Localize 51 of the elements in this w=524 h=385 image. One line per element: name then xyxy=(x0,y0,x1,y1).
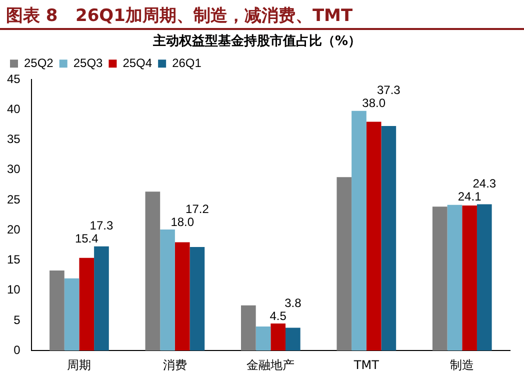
x-tick-label: 周期 xyxy=(67,358,92,372)
legend-label: 25Q4 xyxy=(122,56,152,70)
x-tick-label: 金融地产 xyxy=(246,358,295,372)
data-label: 17.2 xyxy=(186,202,210,216)
legend-label: 25Q2 xyxy=(24,56,54,70)
data-label: 4.5 xyxy=(270,308,287,323)
bar xyxy=(352,110,366,351)
data-label: 18.0 xyxy=(170,214,194,229)
bar xyxy=(462,205,477,351)
bar xyxy=(145,192,160,351)
bar xyxy=(174,242,190,351)
data-label: 15.4 xyxy=(74,232,99,246)
y-tick-label: 35 xyxy=(6,132,21,146)
y-tick-label: 10 xyxy=(6,282,21,297)
legend-label: 25Q3 xyxy=(73,56,104,70)
bar xyxy=(476,204,492,351)
chart-subtitle: 主动权益型基金持股市值占比（%） xyxy=(152,33,362,50)
bar xyxy=(50,270,64,351)
y-tick-label: 40 xyxy=(6,102,21,116)
x-tick-label: TMT xyxy=(352,358,380,372)
data-label: 24.3 xyxy=(472,176,496,191)
y-tick-label: 0 xyxy=(14,342,21,357)
data-label: 3.8 xyxy=(284,296,302,310)
bar xyxy=(64,278,80,351)
bar xyxy=(366,122,382,351)
x-tick-label: 消费 xyxy=(162,358,187,372)
bar xyxy=(286,328,300,351)
data-label: 24.1 xyxy=(458,190,482,204)
bar xyxy=(432,206,448,351)
data-label: 37.3 xyxy=(376,83,401,98)
y-tick-label: 15 xyxy=(6,252,21,267)
bar xyxy=(79,258,94,351)
bar xyxy=(447,204,462,351)
y-tick-label: 25 xyxy=(6,192,21,206)
chart-title: 图表 8 26Q1加周期、制造，减消费、TMT xyxy=(0,0,524,30)
legend-label: 26Q1 xyxy=(172,56,202,70)
y-tick-label: 45 xyxy=(6,72,21,86)
y-tick-label: 5 xyxy=(14,312,21,327)
x-tick-label: 制造 xyxy=(450,358,474,372)
bar xyxy=(381,126,396,351)
y-tick-label: 20 xyxy=(6,222,21,236)
data-label: 38.0 xyxy=(362,96,386,110)
bar xyxy=(256,326,271,351)
bar xyxy=(190,247,205,351)
y-tick-label: 30 xyxy=(6,162,21,176)
bar xyxy=(94,246,109,351)
bar xyxy=(241,305,256,351)
bar xyxy=(336,177,352,351)
bar xyxy=(160,230,175,351)
bar xyxy=(270,324,286,351)
data-label: 17.3 xyxy=(90,218,114,233)
